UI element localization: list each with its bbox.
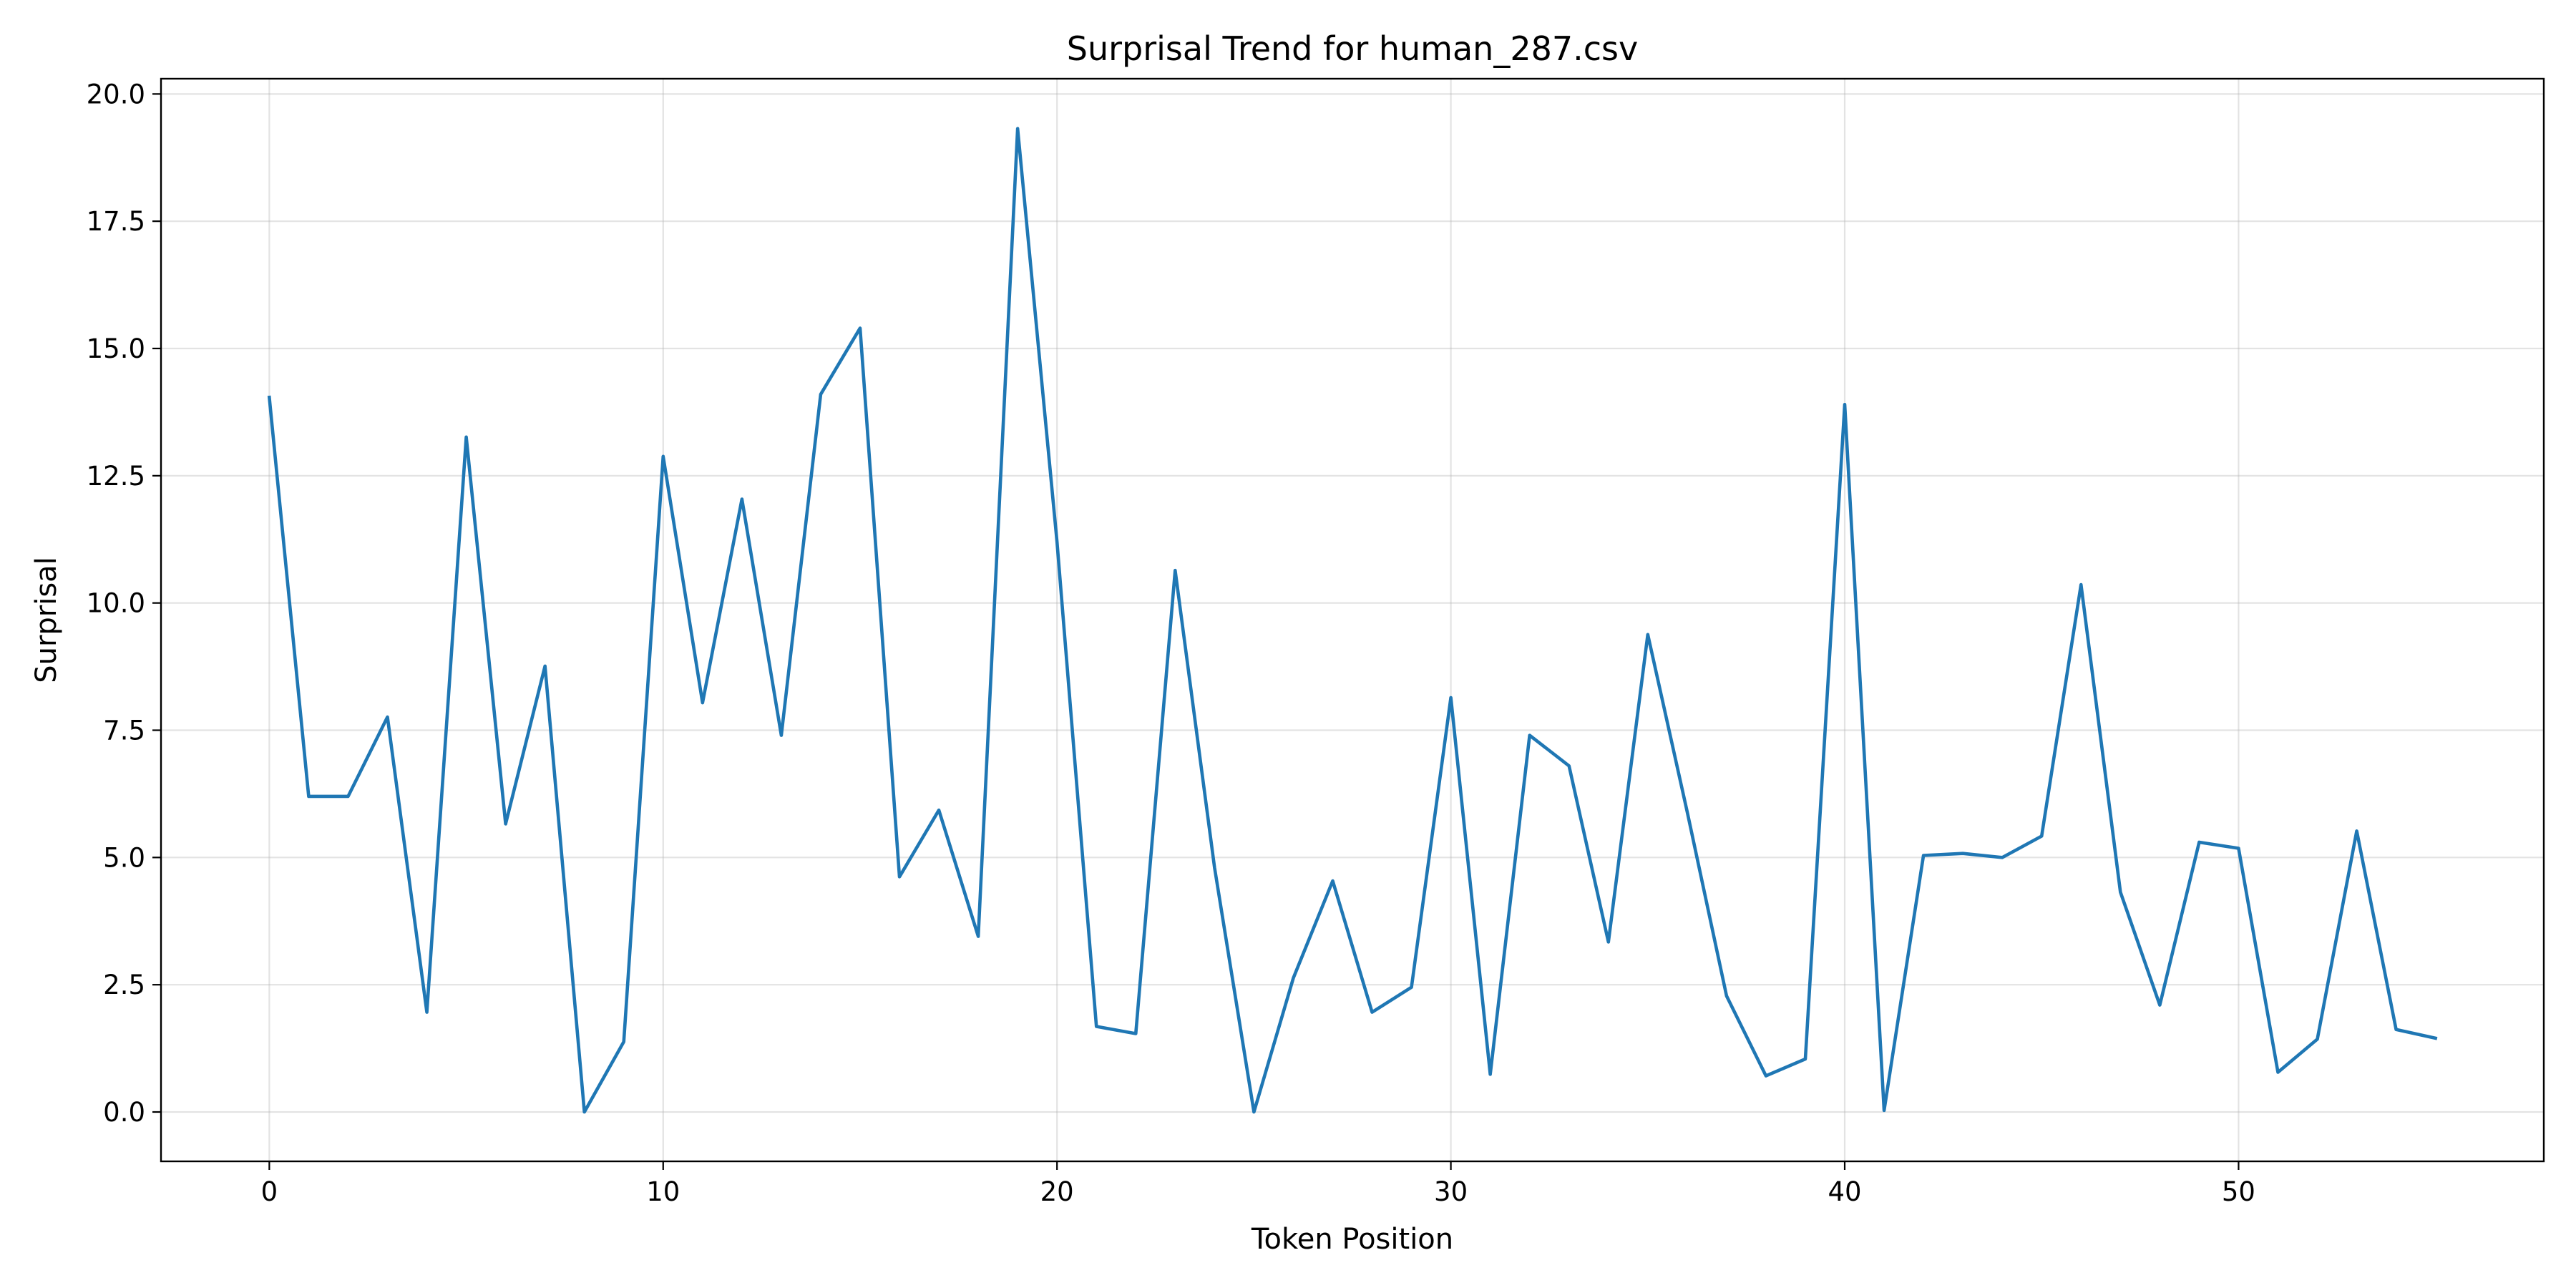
x-axis: 0 10 20 30 40 50 — [261, 1161, 2255, 1207]
y-tick-label: 0.0 — [103, 1097, 145, 1128]
y-axis: 0.0 2.5 5.0 7.5 10.0 12.5 15.0 17.5 20.0 — [87, 79, 161, 1128]
y-tick-label: 7.5 — [103, 716, 145, 746]
grid — [161, 79, 2544, 1161]
x-tick-label: 50 — [2222, 1176, 2255, 1207]
x-tick-label: 10 — [646, 1176, 680, 1207]
plot-area-frame — [160, 77, 2545, 1163]
y-tick-label: 2.5 — [103, 970, 145, 1000]
y-tick-label: 17.5 — [87, 206, 145, 237]
y-tick-label: 5.0 — [103, 842, 145, 873]
y-tick-label: 15.0 — [87, 333, 145, 364]
y-tick-label: 10.0 — [87, 588, 145, 619]
x-axis-title: Token Position — [1251, 1223, 1453, 1256]
y-tick-label: 12.5 — [87, 461, 145, 492]
y-tick-label: 20.0 — [87, 79, 145, 109]
series-line — [267, 127, 2438, 1114]
x-tick-label: 30 — [1434, 1176, 1468, 1207]
x-tick-label: 0 — [261, 1176, 278, 1207]
x-tick-label: 20 — [1040, 1176, 1074, 1207]
y-axis-title: Surprisal — [30, 557, 63, 683]
chart-title: Surprisal Trend for human_287.csv — [1067, 29, 1638, 68]
series-layer — [267, 127, 2438, 1114]
x-tick-label: 40 — [1828, 1176, 1861, 1207]
